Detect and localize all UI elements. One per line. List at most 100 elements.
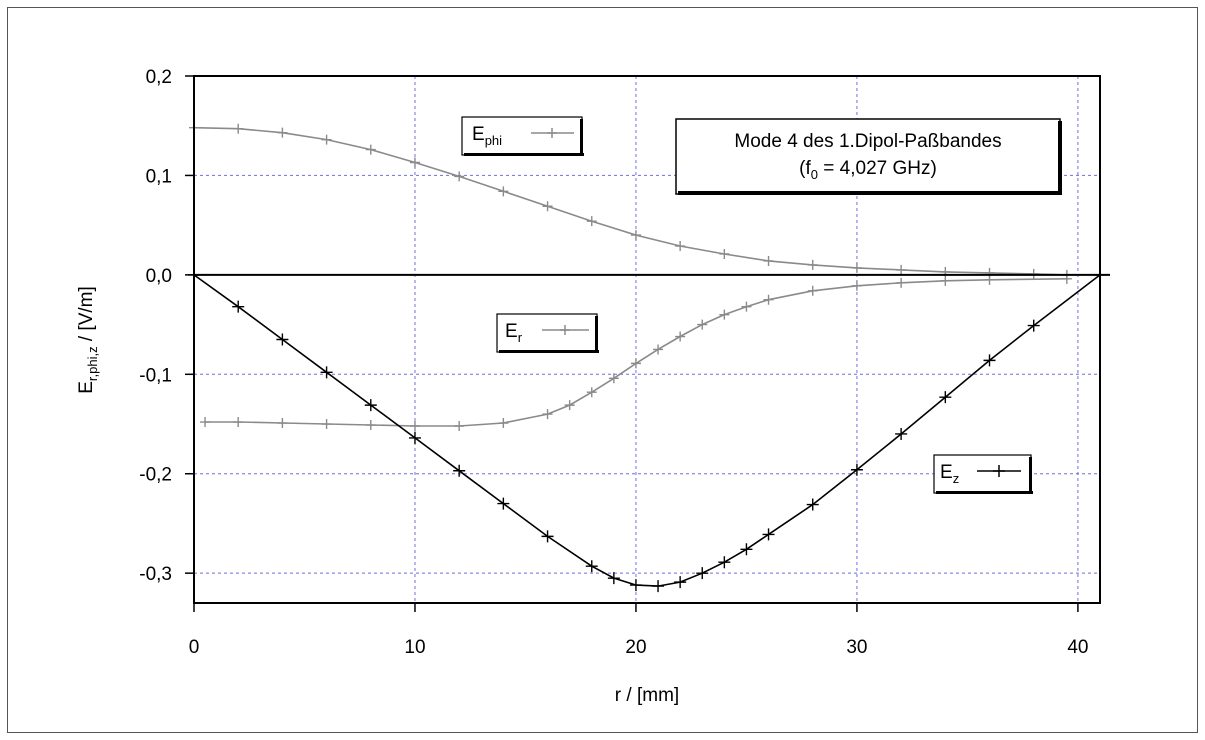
data-point-r	[321, 419, 332, 430]
data-point-phi	[233, 123, 244, 134]
data-point-phi	[321, 134, 332, 145]
data-point-r	[719, 309, 730, 320]
data-point-z	[696, 567, 709, 580]
plot-area	[193, 75, 1101, 604]
data-point-z	[629, 579, 642, 592]
y-tick-label: 0,2	[146, 67, 172, 88]
data-point-phi	[763, 255, 774, 266]
data-point-z	[895, 427, 908, 440]
annotation-line2: (f0 = 4,027 GHz)	[799, 158, 937, 182]
data-point-z	[762, 528, 775, 541]
data-point-z	[497, 497, 510, 510]
data-point-z	[585, 560, 598, 573]
data-point-r	[940, 275, 951, 286]
data-point-phi	[277, 127, 288, 138]
legend-ephi-sub: phi	[485, 133, 502, 148]
series-group	[188, 122, 1106, 593]
data-point-r	[741, 301, 752, 312]
svg-text:Er: Er	[505, 321, 523, 345]
data-point-z	[983, 354, 996, 367]
data-point-r	[200, 417, 211, 428]
data-point-r	[454, 421, 465, 432]
annotation-line2-prefix: (f	[799, 158, 811, 179]
legend-ephi-main: E	[472, 124, 485, 145]
y-tick-label: -0,1	[139, 365, 172, 386]
data-point-z	[806, 498, 819, 511]
data-point-z	[850, 463, 863, 476]
data-point-r	[653, 344, 664, 355]
data-point-r	[807, 285, 818, 296]
y-axis-label-unit: / [V/m]	[76, 286, 97, 346]
y-axis-label-sub: r,phi,z	[85, 346, 100, 381]
data-point-phi	[409, 157, 420, 168]
data-point-z	[408, 431, 421, 444]
data-point-z	[674, 576, 687, 589]
data-point-z	[320, 366, 333, 379]
svg-text:Ez: Ez	[940, 462, 959, 486]
data-point-z	[1027, 319, 1040, 332]
legend-er-marker	[560, 325, 570, 335]
data-point-r	[851, 280, 862, 291]
data-point-phi	[365, 144, 376, 155]
data-point-phi	[675, 241, 686, 252]
x-tick-label: 10	[404, 637, 425, 658]
data-point-z	[453, 464, 466, 477]
legend-ez-marker	[993, 465, 1005, 477]
data-point-phi	[719, 248, 730, 259]
data-point-r	[630, 358, 641, 369]
data-point-z	[718, 556, 731, 569]
legend-er-main: E	[505, 321, 518, 342]
legend-ephi-marker	[547, 128, 557, 138]
data-point-r	[697, 319, 708, 330]
data-point-phi	[851, 262, 862, 273]
y-axis-label: Er,phi,z / [V/m]	[76, 286, 100, 394]
y-tick-label: 0,0	[146, 266, 172, 287]
data-point-phi	[454, 171, 465, 182]
data-point-phi	[630, 230, 641, 241]
data-point-r	[984, 274, 995, 285]
data-point-r	[409, 421, 420, 432]
legend-er-sub: r	[518, 330, 523, 345]
x-tick-label: 0	[189, 637, 200, 658]
data-point-r	[675, 331, 686, 342]
data-point-r	[586, 387, 597, 398]
x-tick-label: 20	[625, 637, 646, 658]
legend-ez-sub: z	[953, 471, 960, 486]
data-point-r	[233, 417, 244, 428]
y-tick-label: 0,1	[146, 166, 172, 187]
data-point-z	[276, 333, 289, 346]
annotation-box: Mode 4 des 1.Dipol-Paßbandes (f0 = 4,027…	[675, 118, 1062, 195]
data-point-r	[564, 400, 575, 411]
legend-ez: Ez	[933, 454, 1033, 494]
data-point-z	[364, 399, 377, 412]
data-point-z	[541, 530, 554, 543]
data-point-r	[763, 294, 774, 305]
series-line-z	[193, 274, 1101, 587]
legend-er: Er	[496, 313, 599, 353]
annotation-line2-sub: 0	[811, 167, 818, 182]
y-tick-label: -0,2	[139, 465, 172, 486]
legend-ephi: Ephi	[461, 116, 584, 156]
svg-text:Ephi: Ephi	[472, 124, 502, 148]
data-point-z	[740, 543, 753, 556]
legend-ez-main: E	[940, 462, 953, 483]
data-point-phi	[807, 259, 818, 270]
x-axis-label: r / [mm]	[615, 685, 679, 706]
annotation-line1: Mode 4 des 1.Dipol-Paßbandes	[734, 131, 1001, 152]
data-point-z	[607, 572, 620, 585]
data-point-z	[939, 391, 952, 404]
data-point-phi	[542, 201, 553, 212]
x-tick-label: 30	[846, 637, 867, 658]
data-point-z	[652, 580, 665, 593]
y-tick-label: -0,3	[139, 564, 172, 585]
grid	[194, 76, 1100, 603]
y-axis-label-main: E	[76, 381, 97, 394]
data-point-r	[277, 418, 288, 429]
axes: 0 10 20 30 40 0,2 0,1 0,0 -0,1 -0,2 -0,3	[139, 67, 1110, 658]
data-point-r	[896, 277, 907, 288]
data-point-phi	[586, 216, 597, 227]
data-point-r	[542, 409, 553, 420]
data-point-r	[498, 418, 509, 429]
data-point-phi	[498, 186, 509, 197]
